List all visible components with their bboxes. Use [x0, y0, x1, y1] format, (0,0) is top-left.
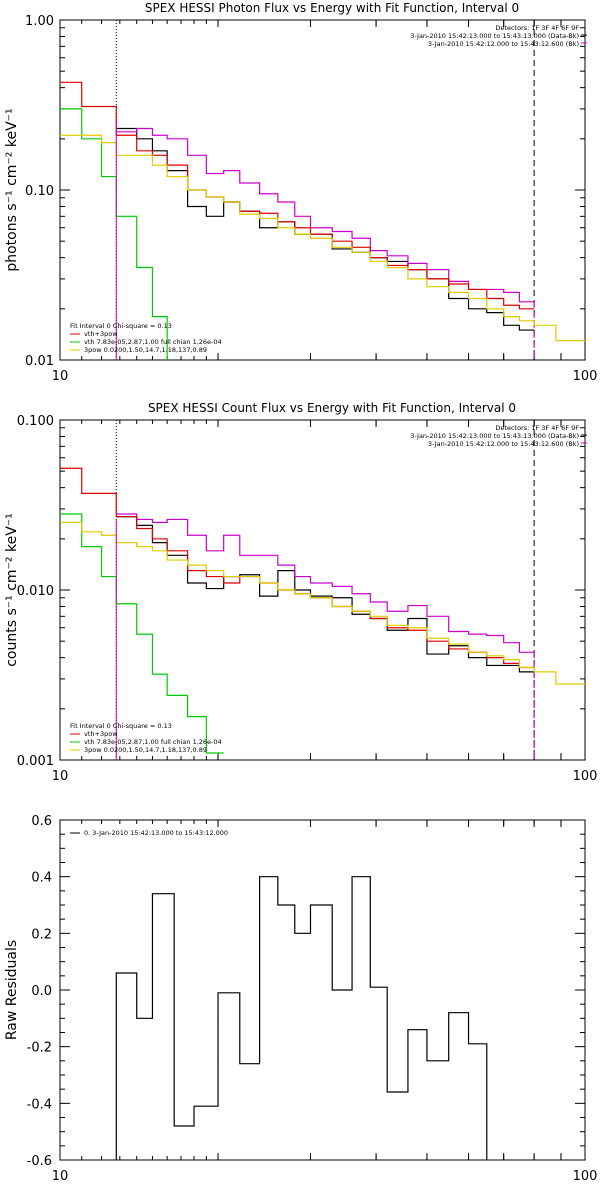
plot-frame [59, 819, 586, 1161]
header-line: 3-Jan-2010 15:42:12.000 to 15:43:12.600 … [428, 440, 579, 448]
photon-flux-title: SPEX HESSI Photon Flux vs Energy with Fi… [145, 1, 519, 15]
legend-entry: vth+3pow [84, 330, 118, 338]
legend-entry: 3pow 0.0200,1.50,14.7,1.18,137,0.89 [84, 746, 207, 754]
series-0-histogram [116, 516, 535, 673]
y-tick-label: 0.2 [31, 927, 52, 942]
series-2-histogram [60, 81, 535, 310]
photon-flux-panel: SPEX HESSI Photon Flux vs Energy with Fi… [4, 1, 598, 384]
y-tick-label: -0.6 [27, 1154, 52, 1169]
series-1-histogram [116, 513, 535, 653]
series-4-histogram [60, 521, 585, 685]
series-group [60, 467, 585, 760]
series-3-histogram [60, 513, 224, 754]
legend-entry: Fit Interval 0 Chi-square = 0.13 [70, 322, 172, 330]
header-line: 3-Jan-2010 15:42:13.000 to 15:43:13.000 … [410, 432, 579, 440]
x-tick-label: 10 [52, 369, 69, 384]
plot-frame [59, 19, 586, 361]
y-tick-label: 0.001 [17, 754, 54, 769]
x-tick-label: 100 [573, 769, 598, 784]
plot-frame [59, 419, 586, 761]
series-0-histogram [115, 876, 488, 1160]
series-3-histogram [60, 108, 168, 360]
series-0-histogram [116, 127, 535, 331]
y-tick-label: 0.100 [17, 414, 54, 429]
legend-entry: vth 7.83e-05,2.87,1.00 full chian 1.26e-… [84, 338, 222, 346]
series-group [115, 876, 488, 1160]
x-tick-label: 10 [52, 769, 69, 784]
x-tick-label: 10 [52, 1169, 69, 1184]
residuals-panel: 10 100 -0.6 -0.4 -0.2 0.0 0.2 0.4 0.6 Raw Residua… [4, 814, 597, 1184]
legend-entry: vth 7.83e-05,2.87,1.00 full chian 1.26e-… [84, 738, 222, 746]
legend-entry: Fit Interval 0 Chi-square = 0.13 [70, 722, 172, 730]
legend-entry: 0. 3-Jan-2010 15:42:13.000 to 15:43:12.0… [84, 829, 228, 837]
y-axis-label: Raw Residuals [4, 940, 20, 1040]
y-axis-label: photons s⁻¹ cm⁻² keV⁻¹ [4, 108, 20, 271]
y-tick-label: 1.00 [25, 14, 54, 29]
y-tick-label: 0.0 [31, 984, 52, 999]
count-flux-title: SPEX HESSI Count Flux vs Energy with Fit… [148, 401, 516, 415]
series-group [60, 81, 585, 360]
y-tick-label: 0.4 [31, 871, 52, 886]
y-tick-label: -0.2 [27, 1041, 52, 1056]
count-flux-panel: SPEX HESSI Count Flux vs Energy with Fit… [4, 401, 597, 784]
series-4-histogram [60, 134, 585, 342]
legend-entry: vth+3pow [84, 730, 118, 738]
legend-entry: 3pow 0.0200,1.50,14.7,1.18,137,0.89 [84, 346, 207, 354]
y-tick-label: 0.010 [17, 584, 54, 599]
y-tick-label: 0.6 [31, 814, 52, 829]
y-tick-label: 0.01 [25, 354, 54, 369]
header-line: 3-Jan-2010 15:42:13.000 to 15:43:13.000 … [410, 32, 579, 40]
y-tick-label: -0.4 [27, 1097, 52, 1112]
header-line: Detectors: 1F 3F 4F 6F 9F [495, 424, 579, 432]
series-1-histogram [116, 127, 535, 303]
header-line: Detectors: 1F 3F 4F 6F 9F [495, 24, 579, 32]
y-tick-label: 0.10 [25, 184, 54, 199]
x-tick-label: 100 [573, 1169, 598, 1184]
header-line: 3-Jan-2010 15:42:12.000 to 15:43:12.600 … [428, 40, 579, 48]
y-axis-label: counts s⁻¹ cm⁻² keV⁻¹ [4, 513, 20, 667]
series-2-histogram [60, 467, 535, 669]
x-tick-label: 100 [573, 369, 598, 384]
